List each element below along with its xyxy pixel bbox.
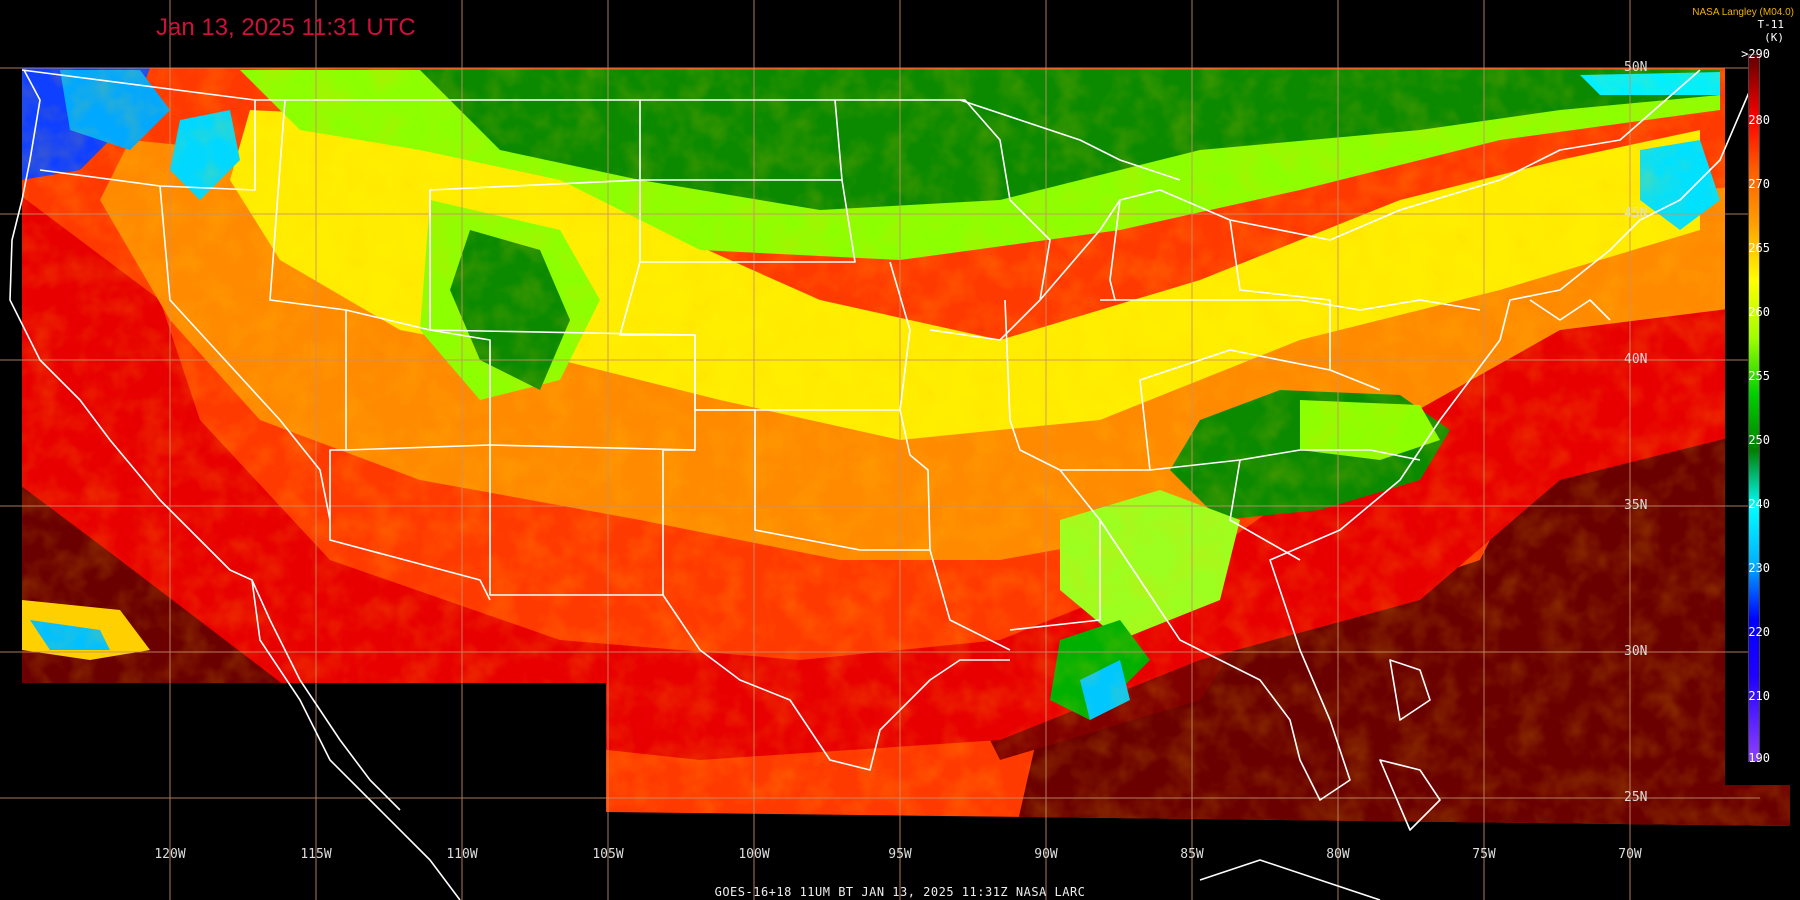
credit-label: NASA Langley (M04.0) [1692, 7, 1794, 18]
colorbar-label: 240 [1748, 497, 1770, 511]
colorbar-label: 280 [1748, 113, 1770, 127]
colorbar-label: 270 [1748, 177, 1770, 191]
latitude-label: 40N [1624, 352, 1648, 367]
colorbar-label: 260 [1748, 305, 1770, 319]
longitude-label: 120W [154, 847, 186, 862]
unit-label: (K) [1764, 31, 1784, 44]
timestamp-title: Jan 13, 2025 11:31 UTC [156, 14, 416, 41]
colorbar-label: 250 [1748, 433, 1770, 447]
longitude-label: 105W [592, 847, 624, 862]
colorbar-label: 190 [1748, 751, 1770, 765]
lat-lon-grid [0, 0, 1760, 900]
longitude-label: 100W [738, 847, 770, 862]
colorbar-label: 220 [1748, 625, 1770, 639]
latitude-label: 50N [1624, 60, 1648, 75]
longitude-label: 80W [1326, 847, 1350, 862]
longitude-label: 75W [1472, 847, 1496, 862]
longitude-label: 110W [446, 847, 478, 862]
latitude-label: 30N [1624, 644, 1648, 659]
colorbar-label: >290 [1741, 47, 1770, 61]
longitude-label: 115W [300, 847, 332, 862]
colorbar-label: 265 [1748, 241, 1770, 255]
colorbar-label: 230 [1748, 561, 1770, 575]
latitude-label: 45N [1624, 206, 1648, 221]
colorbar [1748, 54, 1760, 762]
longitude-label: 70W [1618, 847, 1642, 862]
latitude-label: 25N [1624, 790, 1648, 805]
product-label: T-11 [1757, 18, 1785, 31]
longitude-label: 95W [888, 847, 912, 862]
longitude-label: 85W [1180, 847, 1204, 862]
colorbar-label: 255 [1748, 369, 1770, 383]
longitude-label: 90W [1034, 847, 1058, 862]
footer-caption: GOES-16+18 11UM BT JAN 13, 2025 11:31Z N… [714, 885, 1086, 899]
colorbar-label: 210 [1748, 689, 1770, 703]
boundary-lines [9, 69, 1751, 900]
latitude-label: 35N [1624, 498, 1648, 513]
